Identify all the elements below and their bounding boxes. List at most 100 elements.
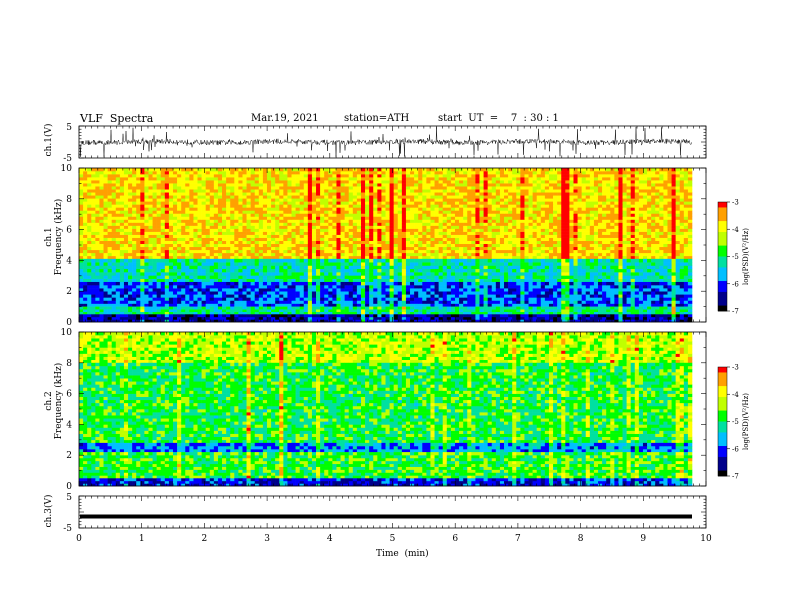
- spectrogram-cell: [630, 204, 636, 208]
- spectrogram-cell: [528, 246, 533, 251]
- spectrogram-cell: [520, 213, 525, 217]
- spectrogram-cell: [185, 174, 190, 178]
- spectrogram-cell: [405, 219, 411, 223]
- spectrogram-cell: [618, 255, 623, 260]
- spectrogram-cell: [483, 240, 488, 245]
- spectrogram-cell: [136, 249, 141, 254]
- spectrogram-cell: [504, 278, 509, 283]
- spectrogram-cell: [536, 174, 542, 178]
- spectrogram-cell: [87, 177, 92, 181]
- spectrogram-cell: [332, 189, 337, 193]
- spectrogram-cell: [536, 243, 542, 248]
- spectrogram-cell: [328, 204, 333, 208]
- spectrogram-cell: [422, 207, 427, 211]
- spectrogram-cell: [111, 168, 117, 172]
- spectrogram-cell: [217, 228, 223, 232]
- spectrogram-cell: [467, 240, 472, 245]
- spectrogram-cell: [598, 207, 603, 211]
- spectrogram-cell: [528, 180, 533, 184]
- spectrogram-cell: [491, 228, 497, 232]
- spectrogram-cell: [479, 189, 484, 193]
- spectrogram-cell: [548, 246, 554, 251]
- spectrogram-cell: [450, 234, 456, 238]
- spectrogram-cell: [414, 246, 419, 251]
- spectrogram-cell: [205, 213, 211, 217]
- spectrogram-cell: [430, 240, 435, 245]
- spectrogram-cell: [602, 183, 607, 187]
- spectrogram-cell: [316, 168, 321, 172]
- spectrogram-cell: [152, 210, 157, 214]
- spectrogram-cell: [414, 234, 419, 238]
- spectrogram-cell: [626, 168, 631, 172]
- spectrogram-cell: [303, 240, 309, 245]
- spectrogram-cell: [418, 278, 423, 283]
- spectrogram-cell: [569, 213, 574, 217]
- spectrogram-cell: [577, 234, 582, 238]
- spectrogram-cell: [144, 216, 149, 220]
- spectrogram-cell: [311, 183, 317, 187]
- spectrogram-cell: [156, 240, 162, 245]
- spectrogram-cell: [414, 180, 419, 184]
- spectrogram-cell: [499, 219, 505, 223]
- spectrogram-cell: [606, 210, 611, 214]
- spectrogram-cell: [671, 198, 676, 202]
- spectrogram-cell: [336, 252, 341, 257]
- spectrogram-cell: [226, 275, 231, 279]
- spectrogram-cell: [438, 207, 444, 211]
- spectrogram-cell: [181, 198, 186, 202]
- spectrogram-cell: [205, 246, 211, 251]
- spectrogram-cell: [295, 249, 300, 254]
- spectrogram-cell: [463, 186, 468, 190]
- spectrogram-cell: [471, 168, 476, 172]
- spectrogram-cell: [495, 204, 501, 208]
- spectrogram-cell: [679, 278, 685, 283]
- spectrogram-cell: [234, 192, 239, 196]
- spectrogram-cell: [663, 231, 668, 235]
- spectrogram-cell: [401, 192, 407, 196]
- spectrogram-cell: [655, 278, 660, 283]
- spectrogram-cell: [222, 278, 227, 283]
- spectrogram-cell: [638, 186, 644, 190]
- spectrogram-cell: [91, 168, 96, 172]
- spectrogram-cell: [356, 228, 362, 232]
- spectrogram-cell: [234, 189, 239, 193]
- spectrogram-cell: [258, 171, 264, 175]
- spectrogram-cell: [111, 228, 117, 232]
- spectrogram-cell: [303, 213, 309, 217]
- spectrogram-cell: [291, 278, 296, 283]
- spectrogram-cell: [123, 252, 129, 257]
- spectrogram-cell: [585, 192, 591, 196]
- spectrogram-cell: [647, 174, 652, 178]
- spectrogram-cell: [626, 234, 631, 238]
- spectrogram-cell: [483, 186, 488, 190]
- spectrogram-cell: [426, 195, 431, 199]
- spectrogram-cell: [246, 168, 251, 172]
- spectrogram-cell: [479, 255, 484, 260]
- spectrogram-cell: [332, 222, 337, 226]
- spectrogram-cell: [422, 186, 427, 190]
- spectrogram-cell: [99, 183, 104, 187]
- spectrogram-cell: [299, 237, 305, 241]
- spectrogram-cell: [336, 168, 341, 172]
- spectrogram-cell: [123, 255, 129, 260]
- spectrogram-cell: [683, 183, 689, 187]
- spectrogram-cell: [614, 171, 619, 175]
- spectrogram-cell: [103, 192, 108, 196]
- spectrogram-cell: [642, 234, 648, 238]
- spectrogram-cell: [226, 234, 231, 238]
- spectrogram-cell: [491, 255, 497, 260]
- spectrogram-cell: [189, 237, 194, 241]
- spectrogram-cell: [561, 213, 566, 217]
- spectrogram-cell: [344, 237, 350, 241]
- spectrogram-cell: [324, 275, 329, 279]
- spectrogram-cell: [111, 240, 117, 245]
- spectrogram-cell: [213, 234, 219, 238]
- spectrogram-cell: [483, 207, 488, 211]
- spectrogram-cell: [414, 216, 419, 220]
- spectrogram-cell: [115, 255, 121, 260]
- spectrogram-cell: [132, 237, 137, 241]
- spectrogram-cell: [266, 225, 272, 229]
- spectrogram-cell: [148, 207, 153, 211]
- spectrogram-cell: [463, 177, 468, 181]
- spectrogram-cell: [602, 186, 607, 190]
